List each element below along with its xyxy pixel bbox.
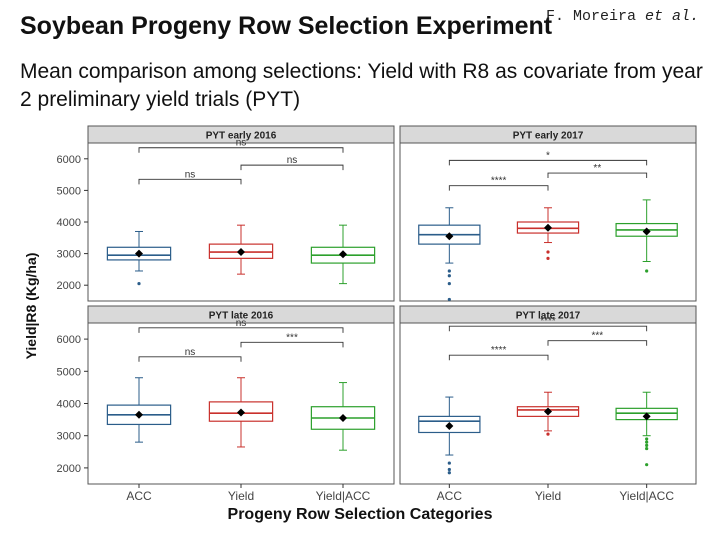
boxplot-figure: Yield|R8 (Kg/ha) PYT early 2016 2000 3000 40… — [23, 125, 697, 503]
outlier-point — [546, 256, 550, 260]
slide-subtitle: Mean comparison among selections: Yield … — [20, 60, 703, 111]
author-etal: et al. — [645, 8, 700, 25]
y-tick-label: 6000 — [57, 154, 81, 166]
significance-label: ns — [236, 138, 247, 149]
significance-label: * — [546, 150, 550, 161]
outlier-point — [447, 471, 451, 475]
outlier-point — [546, 432, 550, 436]
significance-label: ** — [593, 163, 601, 174]
significance-label: ns — [185, 347, 196, 358]
significance-label: ns — [287, 155, 298, 166]
mean-marker — [339, 413, 347, 422]
y-tick-label: 3000 — [57, 431, 81, 443]
panel-title: PYT late 2017 — [516, 311, 581, 322]
outlier-point — [447, 282, 451, 286]
x-tick-label: Yield|ACC — [619, 489, 674, 503]
outlier-point — [645, 446, 649, 451]
comparison-bracket — [448, 159, 648, 166]
significance-label: **** — [491, 176, 507, 187]
significance-label: **** — [540, 316, 556, 327]
x-tick-label: Yield — [228, 489, 254, 503]
comparison-bracket — [448, 354, 549, 361]
outlier-point — [645, 463, 649, 467]
comparison-bracket — [448, 185, 549, 191]
panel-strip — [399, 125, 697, 144]
outlier-point — [645, 440, 649, 444]
mean-marker — [642, 227, 651, 236]
y-tick-label: 3000 — [57, 249, 81, 261]
outlier-point — [447, 274, 451, 278]
comparison-bracket — [240, 341, 344, 348]
comparison-bracket — [138, 356, 242, 362]
mean-marker — [544, 407, 552, 416]
outlier-point — [447, 467, 451, 472]
comparison-bracket — [240, 164, 344, 171]
author-name: F. Moreira — [546, 8, 637, 25]
comparison-bracket — [547, 172, 648, 179]
mean-marker — [135, 410, 143, 419]
outlier-point — [546, 250, 550, 254]
significance-label: *** — [286, 332, 298, 343]
mean-marker — [135, 249, 143, 258]
panel-strip — [399, 305, 697, 324]
mean-marker — [445, 232, 454, 241]
comparison-bracket — [138, 327, 344, 333]
comparison-bracket — [547, 340, 648, 346]
panel-title: PYT early 2017 — [513, 131, 584, 142]
outlier-point — [447, 461, 451, 465]
outlier-point — [447, 269, 451, 273]
significance-label: ns — [236, 318, 247, 329]
panel-title: PYT late 2016 — [209, 311, 274, 322]
y-tick-label: 2000 — [57, 280, 81, 292]
mean-marker — [237, 408, 245, 417]
x-tick-label: ACC — [437, 489, 463, 503]
mean-marker — [445, 422, 454, 431]
y-tick-label: 4000 — [57, 217, 81, 229]
comparison-bracket — [448, 325, 648, 332]
significance-label: *** — [591, 331, 603, 342]
outlier-point — [447, 297, 451, 302]
y-tick-label: 4000 — [57, 399, 81, 411]
y-tick-label: 6000 — [57, 334, 81, 346]
mean-marker — [642, 412, 651, 421]
significance-label: **** — [491, 345, 507, 356]
x-tick-label: ACC — [126, 489, 152, 503]
outlier-point — [645, 443, 649, 447]
x-axis-title: Progeny Row Selection Categories — [227, 506, 493, 523]
outlier-point — [645, 437, 649, 441]
panel-strip — [87, 125, 395, 144]
comparison-bracket — [138, 147, 344, 153]
significance-label: ns — [185, 169, 196, 180]
outlier-point — [137, 282, 141, 286]
y-tick-label: 5000 — [57, 366, 81, 378]
mean-marker — [339, 250, 347, 259]
y-tick-label: 2000 — [57, 463, 81, 475]
slide-title: Soybean Progeny Row Selection Experiment — [20, 12, 553, 40]
panel-title: PYT early 2016 — [206, 131, 277, 142]
mean-marker — [544, 223, 552, 232]
y-axis-title: Yield|R8 (Kg/ha) — [23, 253, 39, 360]
mean-marker — [237, 248, 245, 257]
x-tick-label: Yield|ACC — [316, 489, 371, 503]
y-tick-label: 5000 — [57, 185, 81, 197]
outlier-point — [645, 269, 649, 273]
x-tick-label: Yield — [535, 489, 561, 503]
comparison-bracket — [138, 178, 242, 185]
panel-strip — [87, 305, 395, 324]
author-credit: F. Moreira et al. — [546, 8, 699, 25]
